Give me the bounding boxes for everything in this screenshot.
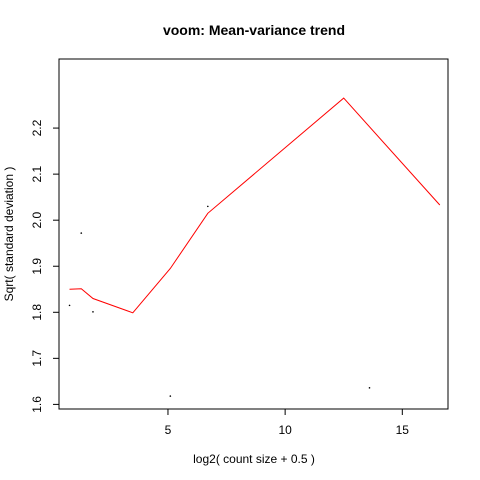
y-tick-label: 1.9 [30,258,44,275]
trend-line [70,98,440,313]
x-tick-label: 5 [165,423,172,437]
y-tick-label: 2.0 [30,212,44,229]
x-tick-label: 15 [396,423,410,437]
y-tick-label: 1.7 [30,350,44,367]
y-axis: 1.6 1.7 1.8 1.9 2.0 2.1 2.2 [30,119,59,412]
y-axis-label: Sqrt( standard deviation ) [2,167,16,302]
plot-frame [59,59,448,409]
data-point [80,232,82,234]
data-point [170,395,172,397]
y-tick-label: 1.8 [30,304,44,321]
data-points [69,206,371,397]
x-axis-label: log2( count size + 0.5 ) [193,452,315,466]
y-tick-label: 2.1 [30,165,44,182]
x-axis: 5 10 15 [165,409,410,437]
data-point [207,206,209,208]
data-point [92,311,94,313]
data-point [69,305,71,307]
trend-line-group [70,98,440,313]
y-tick-label: 2.2 [30,119,44,136]
chart-title: voom: Mean-variance trend [163,22,345,38]
data-point [369,387,371,389]
x-tick-label: 10 [278,423,292,437]
y-tick-label: 1.6 [30,396,44,413]
